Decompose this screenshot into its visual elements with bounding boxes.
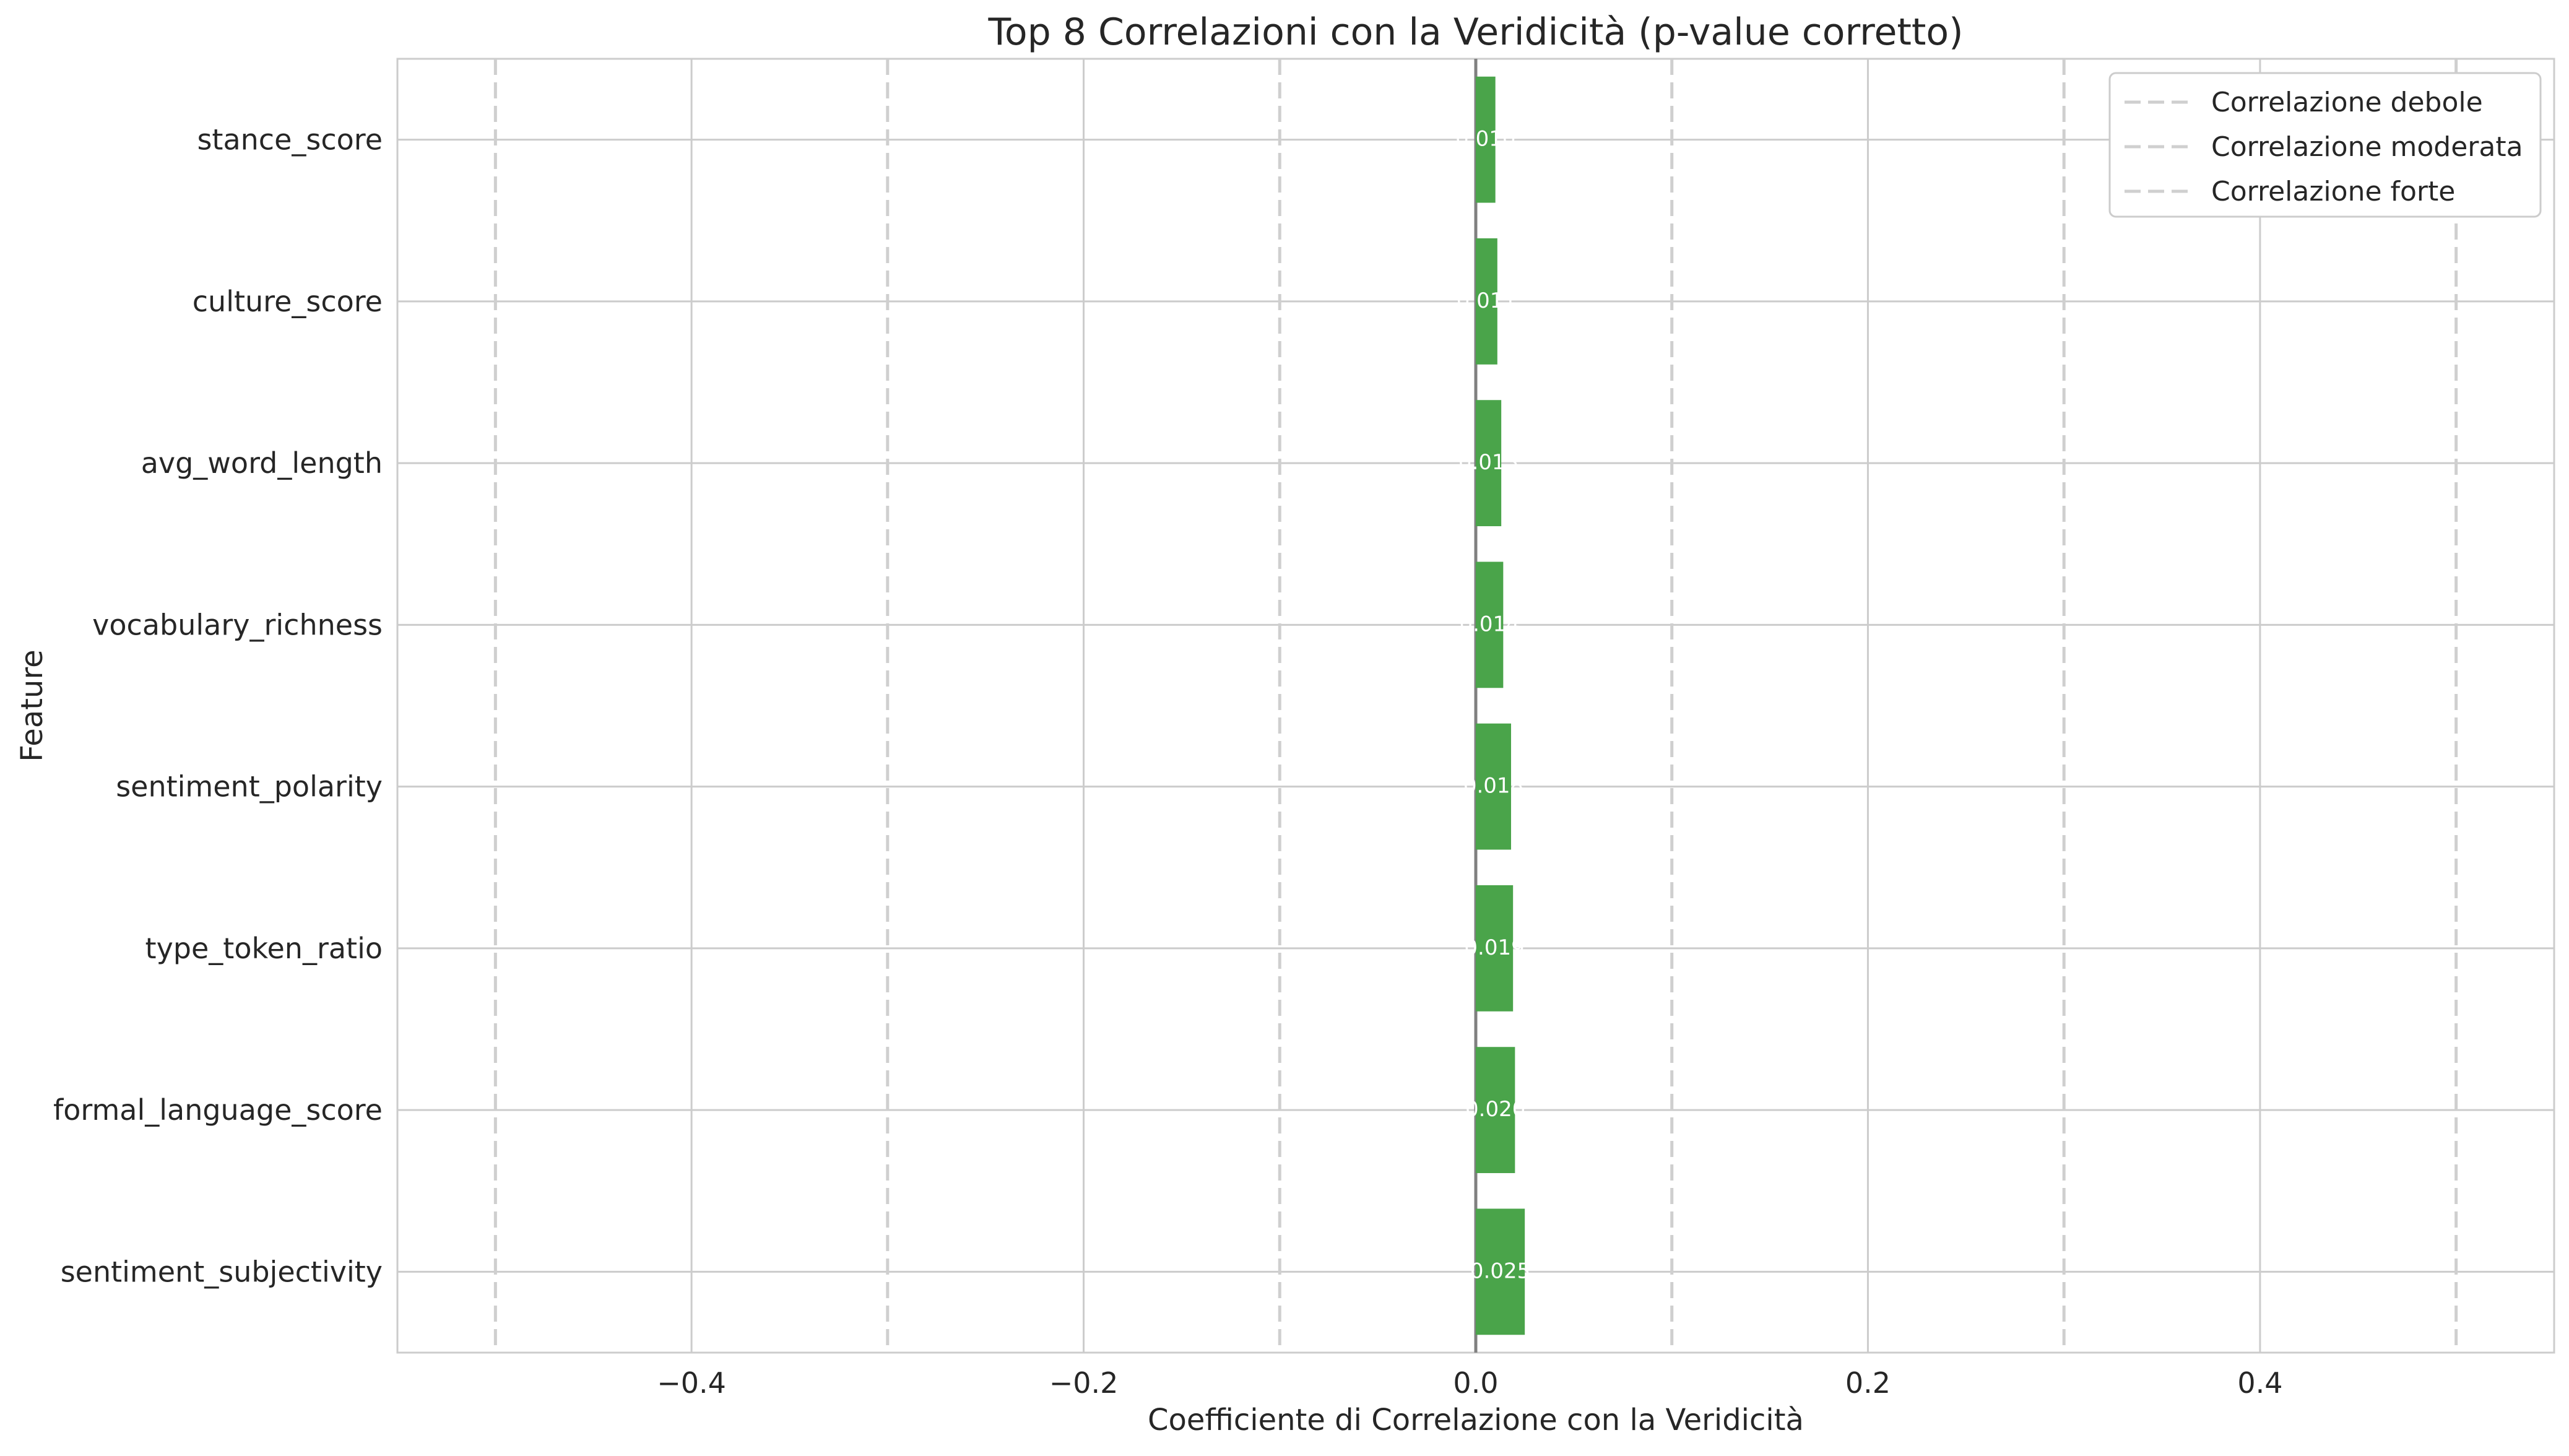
bar: [1476, 885, 1514, 1012]
bar-value-label: 0.025: [1470, 1259, 1530, 1283]
bar-value-label: 0.018: [1463, 774, 1523, 799]
bar-value-label: 0.020: [1465, 1097, 1525, 1122]
y-axis-label: Feature: [15, 649, 50, 761]
bar: [1476, 76, 1496, 203]
bar: [1476, 723, 1512, 850]
bar-value-label: 0.010: [1455, 127, 1515, 152]
y-tick-label: stance_score: [197, 123, 383, 157]
y-tick-label: formal_language_score: [53, 1093, 383, 1127]
x-tick-label: −0.4: [657, 1366, 726, 1400]
reference-lines: [493, 59, 2458, 1353]
bar-labels: 0.010 0.011 0.013 0.014 0.018 0.019 0.020 0.025: [1455, 127, 1530, 1284]
bar: [1476, 400, 1502, 527]
bar-value-label: 0.013: [1458, 450, 1518, 475]
y-tick-label: culture_score: [193, 285, 383, 318]
y-tick-label: vocabulary_richness: [92, 608, 383, 641]
bar-value-label: 0.014: [1459, 612, 1519, 636]
bar-value-label: 0.011: [1457, 288, 1517, 313]
bar: [1476, 1047, 1515, 1174]
y-tick-label: sentiment_subjectivity: [61, 1255, 383, 1288]
x-axis-label: Coefficiente di Correlazione con la Veri…: [1148, 1403, 1804, 1437]
bar: [1476, 238, 1497, 365]
y-tick-label: avg_word_length: [141, 446, 383, 480]
legend: Correlazione debole Correlazione moderata…: [2108, 72, 2542, 218]
bar: [1476, 561, 1504, 688]
y-tick-label: sentiment_polarity: [116, 770, 383, 804]
plot-area: 0.010 0.011 0.013 0.014 0.018 0.019 0.020 0.025: [396, 58, 2555, 1354]
x-tick-label: 0.0: [1453, 1366, 1498, 1400]
legend-entry-label: Correlazione debole: [2211, 87, 2483, 118]
x-tick-label: −0.2: [1049, 1366, 1119, 1400]
bar: [1476, 1208, 1525, 1335]
y-tick-labels: stance_score culture_score avg_word_length…: [53, 123, 383, 1289]
bars: [1476, 76, 1525, 1335]
legend-entry-label: Correlazione moderata: [2211, 131, 2523, 163]
legend-box: [2108, 72, 2542, 218]
x-tick-label: 0.2: [1845, 1366, 1891, 1400]
bar-value-label: 0.019: [1464, 935, 1524, 960]
y-tick-label: type_token_ratio: [145, 932, 383, 965]
chart-title: Top 8 Correlazioni con la Veridicità (p-…: [987, 11, 1963, 54]
x-tick-label: 0.4: [2237, 1366, 2282, 1400]
x-tick-labels: −0.4 −0.2 0.0 0.2 0.4: [657, 1366, 2282, 1400]
legend-entry-label: Correlazione forte: [2211, 176, 2455, 207]
